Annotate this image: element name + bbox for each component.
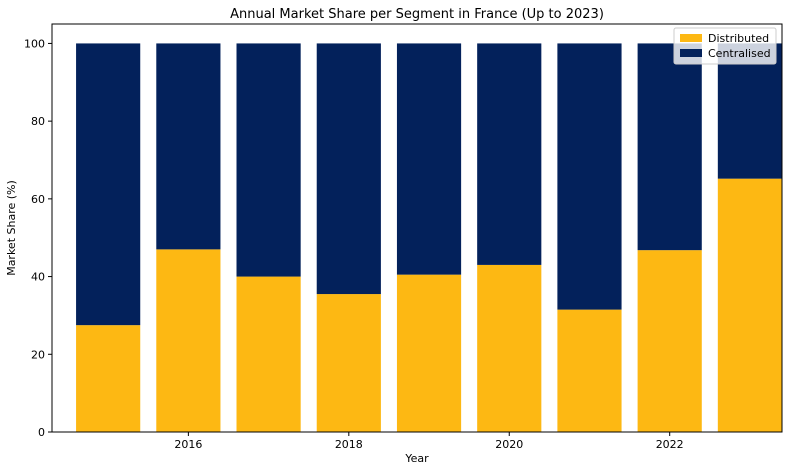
bar-centralised-2022	[637, 43, 702, 251]
y-tick-label: 100	[24, 37, 45, 50]
bar-distributed-2016	[156, 249, 221, 432]
chart-title: Annual Market Share per Segment in Franc…	[230, 7, 604, 22]
x-tick-label: 2016	[174, 438, 202, 451]
bar-centralised-2018	[316, 43, 381, 295]
bar-centralised-2015	[76, 43, 141, 326]
legend-label-centralised: Centralised	[708, 47, 771, 60]
bar-distributed-2022	[637, 250, 702, 432]
y-tick-label: 80	[31, 115, 45, 128]
y-axis-ticks: 0 20 40 60 80 100	[24, 37, 52, 439]
x-tick-label: 2018	[335, 438, 363, 451]
bar-distributed-2020	[477, 264, 542, 432]
bar-distributed-2021	[557, 309, 622, 432]
x-tick-label: 2020	[495, 438, 523, 451]
y-axis-title: Market Share (%)	[5, 180, 18, 276]
y-tick-label: 20	[31, 348, 45, 361]
x-tick-label: 2022	[656, 438, 684, 451]
bar-centralised-2017	[236, 43, 301, 277]
bar-distributed-2023	[717, 178, 782, 432]
bar-distributed-2018	[316, 294, 381, 432]
bar-centralised-2016	[156, 43, 221, 250]
legend-swatch-centralised	[680, 49, 702, 57]
bar-centralised-2023	[717, 43, 782, 179]
bar-distributed-2019	[396, 274, 462, 432]
legend: Distributed Centralised	[673, 27, 777, 65]
bar-distributed-2015	[76, 325, 141, 432]
x-axis-title: Year	[404, 452, 429, 465]
y-tick-label: 40	[31, 271, 45, 284]
bar-distributed-2017	[236, 276, 301, 432]
plot-frame	[51, 23, 783, 433]
y-tick-label: 0	[38, 426, 45, 439]
bar-centralised-2021	[557, 43, 622, 310]
bar-centralised-2020	[477, 43, 542, 265]
y-tick-label: 60	[31, 193, 45, 206]
legend-swatch-distributed	[680, 34, 702, 42]
x-axis-ticks: 2016 2018 2020 2022	[174, 432, 684, 451]
legend-label-distributed: Distributed	[708, 32, 769, 45]
bars-group	[76, 43, 782, 432]
bar-centralised-2019	[396, 43, 462, 275]
